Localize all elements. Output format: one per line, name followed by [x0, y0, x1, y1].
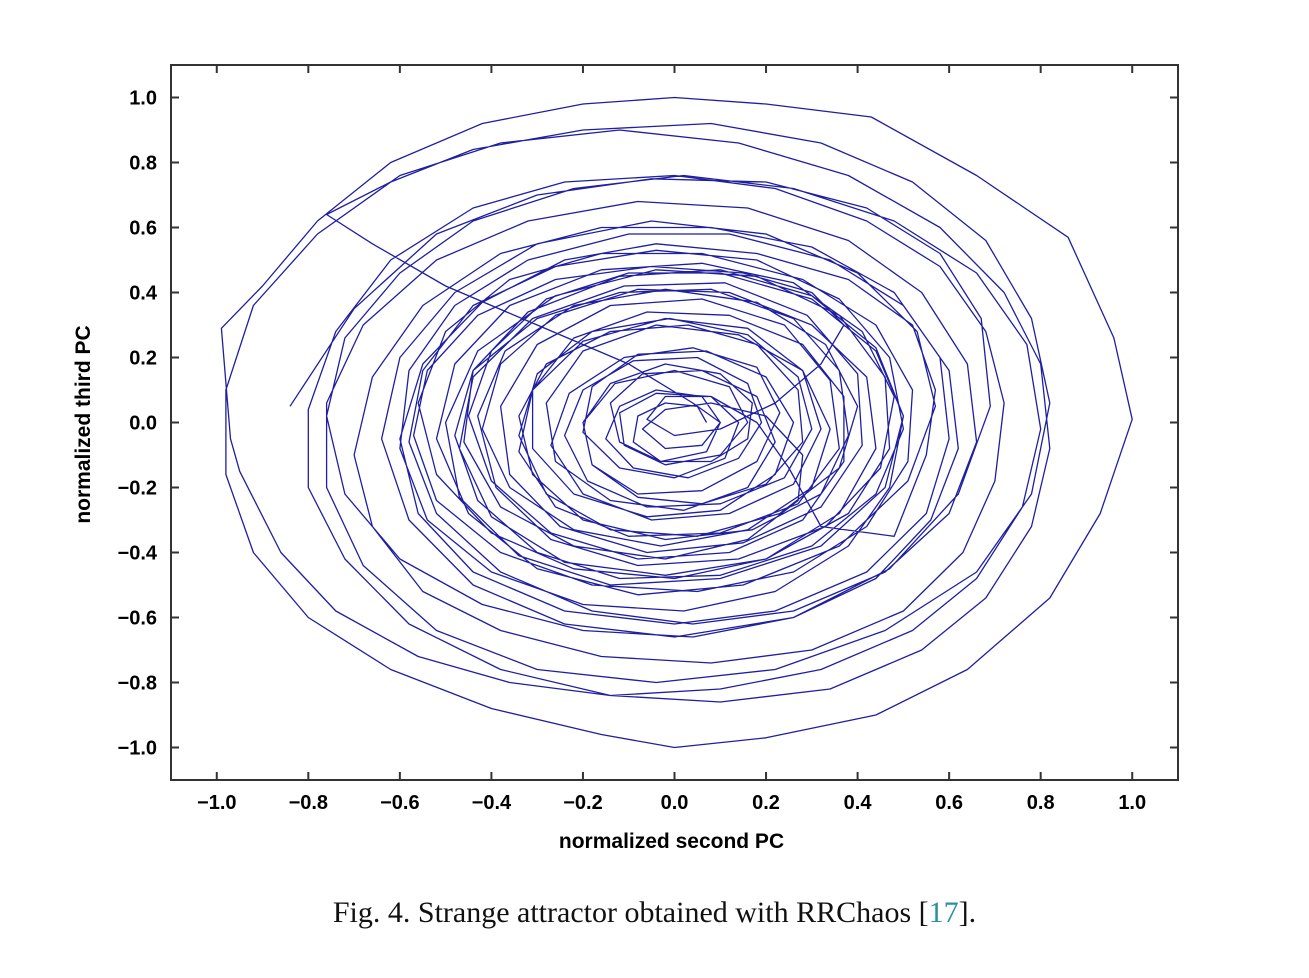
x-tick-label: 0.4: [844, 792, 873, 814]
y-tick-label: 0.2: [129, 348, 157, 370]
x-tick-label: 1.0: [1118, 792, 1146, 814]
caption-text: Fig. 4. Strange attractor obtained with …: [332, 896, 929, 929]
y-tick-label: 1.0: [129, 88, 157, 110]
y-tick-label: −0.2: [118, 478, 157, 500]
y-tick-label: −1.0: [118, 738, 157, 760]
y-axis-ticks: −1.0 −0.8 −0.6 −0.4 −0.2 0.0 0.2 0.4 0.6 0.8 1.0: [118, 88, 1178, 760]
y-tick-label: −0.4: [118, 543, 158, 565]
x-axis-ticks: −1.0 −0.8 −0.6 −0.4 −0.2 0.0 0.2 0.4 0.6 0.8 1.0: [197, 65, 1146, 814]
x-axis-label: normalized second PC: [559, 830, 784, 853]
citation-link[interactable]: 17: [928, 896, 959, 929]
plot-area-frame: [170, 64, 1179, 781]
y-tick-label: −0.6: [118, 608, 157, 630]
y-tick-label: 0.6: [129, 218, 157, 240]
figure-caption: Fig. 4. Strange attractor obtained with …: [0, 896, 1309, 930]
attractor-trajectory: [220, 96, 1133, 749]
x-tick-label: −0.8: [289, 792, 328, 814]
x-tick-label: −1.0: [197, 792, 236, 814]
x-tick-label: 0.0: [661, 792, 689, 814]
x-tick-label: 0.6: [935, 792, 963, 814]
caption-suffix: ].: [958, 896, 977, 929]
trajectory-line-0: [220, 96, 1133, 749]
x-tick-label: −0.4: [472, 792, 512, 814]
x-tick-label: 0.2: [752, 792, 780, 814]
y-axis-label: normalized third PC: [72, 325, 95, 523]
y-tick-label: 0.0: [129, 413, 157, 435]
x-tick-label: −0.6: [380, 792, 419, 814]
y-tick-label: 0.8: [129, 153, 157, 175]
y-tick-label: 0.4: [129, 283, 158, 305]
attractor-chart: −1.0 −0.8 −0.6 −0.4 −0.2 0.0 0.2 0.4 0.6 0.8 1.0 −…: [72, 64, 1179, 853]
x-tick-label: −0.2: [563, 792, 602, 814]
y-tick-label: −0.8: [118, 673, 157, 695]
x-tick-label: 0.8: [1027, 792, 1055, 814]
